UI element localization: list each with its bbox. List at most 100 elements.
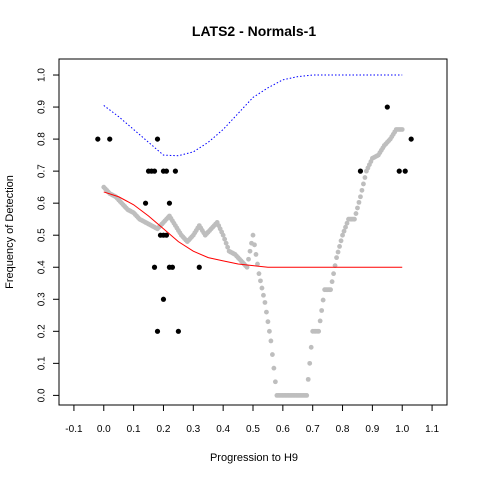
data-point — [142, 200, 149, 206]
smoothed-point — [253, 252, 259, 257]
y-tick-label: 0.7 — [37, 164, 48, 178]
smoothed-point — [328, 287, 333, 293]
smoothed-point — [316, 328, 322, 334]
x-tick-label: 0.8 — [336, 424, 350, 435]
x-tick-label: 0.4 — [216, 424, 230, 435]
x-tick-label: 0.7 — [306, 424, 320, 435]
smoothed-point — [344, 220, 350, 226]
smoothed-point — [341, 228, 347, 234]
x-axis-label: Progression to H9 — [210, 452, 298, 464]
smoothed-point — [307, 360, 313, 366]
smoothed-point — [304, 392, 310, 398]
chart-title: LATS2 - Normals-1 — [192, 23, 316, 39]
smoothed-point — [262, 300, 268, 305]
smoothed-point — [225, 244, 231, 250]
smoothed-point — [340, 232, 345, 238]
x-tick-label: 1.0 — [395, 424, 409, 435]
smoothed-point — [353, 211, 359, 216]
y-tick-label: 1.0 — [37, 68, 48, 82]
smoothed-point — [220, 232, 226, 238]
smoothed-point — [356, 199, 362, 205]
y-tick-label: 0.8 — [37, 132, 48, 146]
data-point — [408, 136, 414, 142]
x-tick-label: 0.5 — [246, 424, 260, 435]
smoothed-point — [246, 256, 251, 262]
smoothed-point — [244, 264, 250, 270]
smoothed-point — [252, 242, 257, 248]
data-point — [163, 168, 170, 174]
smoothed-point — [223, 240, 229, 246]
smoothed-point — [320, 297, 326, 303]
smoothed-point — [362, 175, 368, 180]
y-tick-label: 0.6 — [37, 196, 48, 210]
smoothed-point — [222, 236, 228, 242]
smoothed-point — [261, 292, 266, 298]
smoothed-point — [334, 255, 339, 261]
y-tick-label: 0.5 — [37, 228, 48, 242]
data-point — [166, 200, 173, 206]
x-tick-label: 1.1 — [425, 424, 439, 435]
smoothed-point — [250, 232, 256, 238]
x-tick-label: -0.1 — [65, 424, 83, 435]
smoothed-point — [358, 194, 363, 200]
smoothed-point — [343, 224, 348, 230]
data-point — [95, 136, 101, 142]
data-point — [107, 136, 113, 142]
smoothed-point — [255, 261, 260, 267]
smoothed-point — [361, 181, 366, 187]
data-point — [154, 136, 161, 142]
smoothed-point — [352, 216, 357, 222]
data-point — [396, 168, 402, 174]
smoothed-point — [270, 352, 275, 357]
data-point — [196, 264, 202, 270]
x-tick-label: 0.2 — [157, 424, 171, 435]
smoothed-point — [259, 285, 265, 291]
smoothed-point — [268, 338, 274, 344]
smoothed-point — [308, 344, 314, 350]
y-tick-label: 0.0 — [37, 388, 48, 402]
smoothed-point — [258, 278, 263, 284]
plot-area — [95, 74, 414, 398]
data-point — [154, 328, 161, 334]
x-tick-label: 0.0 — [97, 424, 111, 435]
plot-frame — [58, 58, 448, 406]
x-tick-label: 0.3 — [186, 424, 200, 435]
smoothed-point — [247, 248, 253, 254]
y-tick-label: 0.2 — [37, 324, 48, 338]
smoothed-point — [338, 238, 344, 244]
smoothed-point — [329, 279, 335, 285]
data-point — [384, 104, 390, 110]
y-tick-label: 0.9 — [37, 100, 48, 114]
x-tick-label: 0.6 — [276, 424, 290, 435]
data-point — [402, 168, 408, 174]
smoothed-point — [331, 271, 336, 277]
x-tick-label: 0.9 — [365, 424, 379, 435]
smoothed-point — [272, 379, 278, 385]
smoothed-point — [305, 376, 311, 382]
smoothed-point — [271, 365, 277, 371]
smoothed-point — [337, 244, 342, 249]
y-tick-label: 0.4 — [37, 260, 48, 274]
smoothed-point — [335, 249, 341, 255]
y-axis: 0.0 0.1 0.2 0.3 0.4 0.5 0.6 0.7 0.8 0.9 1.0 — [37, 68, 59, 402]
data-point — [175, 328, 181, 334]
smoothed-point — [399, 127, 405, 132]
data-point — [160, 296, 167, 302]
y-axis-label: Frequency of Detection — [4, 175, 16, 289]
smoothed-point — [264, 309, 269, 315]
y-tick-label: 0.1 — [37, 356, 48, 370]
smoothed-point — [355, 205, 360, 211]
y-tick-label: 0.3 — [37, 292, 48, 306]
data-point — [172, 168, 178, 174]
smoothed-point — [267, 328, 272, 334]
data-point — [163, 232, 170, 238]
smoothed-point — [317, 318, 323, 324]
fit-line — [103, 191, 403, 268]
x-tick-label: 0.1 — [127, 424, 141, 435]
data-point — [151, 264, 158, 270]
data-point — [357, 168, 364, 174]
x-axis: -0.1 0.0 0.1 0.2 0.3 0.4 0.5 0.6 0.7 0.8 0.9 1.0 1.1 — [65, 405, 439, 435]
data-point — [151, 168, 158, 174]
smoothed-point — [256, 271, 262, 277]
